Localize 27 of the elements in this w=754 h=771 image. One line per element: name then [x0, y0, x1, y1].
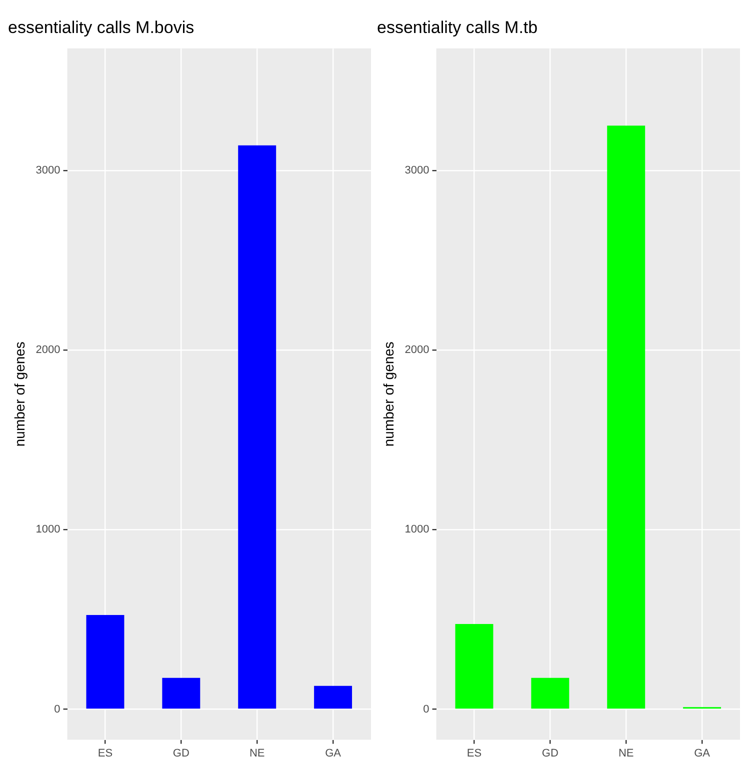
x-tick-label: GD [172, 747, 190, 760]
y-tick-label: 1000 [36, 524, 60, 536]
bar [162, 678, 200, 709]
bar [314, 686, 352, 709]
y-tick-label: 2000 [36, 344, 60, 356]
chart-title: essentiality calls M.tb [377, 18, 538, 37]
y-axis-title: number of genes [380, 342, 396, 447]
y-axis-title: number of genes [11, 342, 28, 447]
bar [531, 678, 570, 709]
y-tick-label: 2000 [404, 344, 430, 356]
bar [455, 624, 494, 709]
x-tick-label: NE [249, 747, 265, 760]
x-tick-label: ES [466, 747, 482, 760]
y-tick-label: 1000 [404, 524, 430, 536]
x-tick-label: NE [618, 747, 634, 760]
x-tick-label: GD [542, 747, 558, 760]
bar [86, 614, 124, 709]
y-tick-label: 0 [423, 703, 430, 716]
bar [238, 145, 276, 709]
y-tick-label: 0 [54, 703, 60, 716]
x-tick-label: GA [694, 747, 711, 760]
y-tick-label: 3000 [404, 164, 430, 177]
x-tick-label: ES [98, 747, 113, 760]
bar [607, 126, 646, 709]
x-tick-label: GA [325, 747, 342, 760]
chart-title: essentiality calls M.bovis [8, 18, 194, 37]
y-tick-label: 3000 [36, 164, 60, 177]
